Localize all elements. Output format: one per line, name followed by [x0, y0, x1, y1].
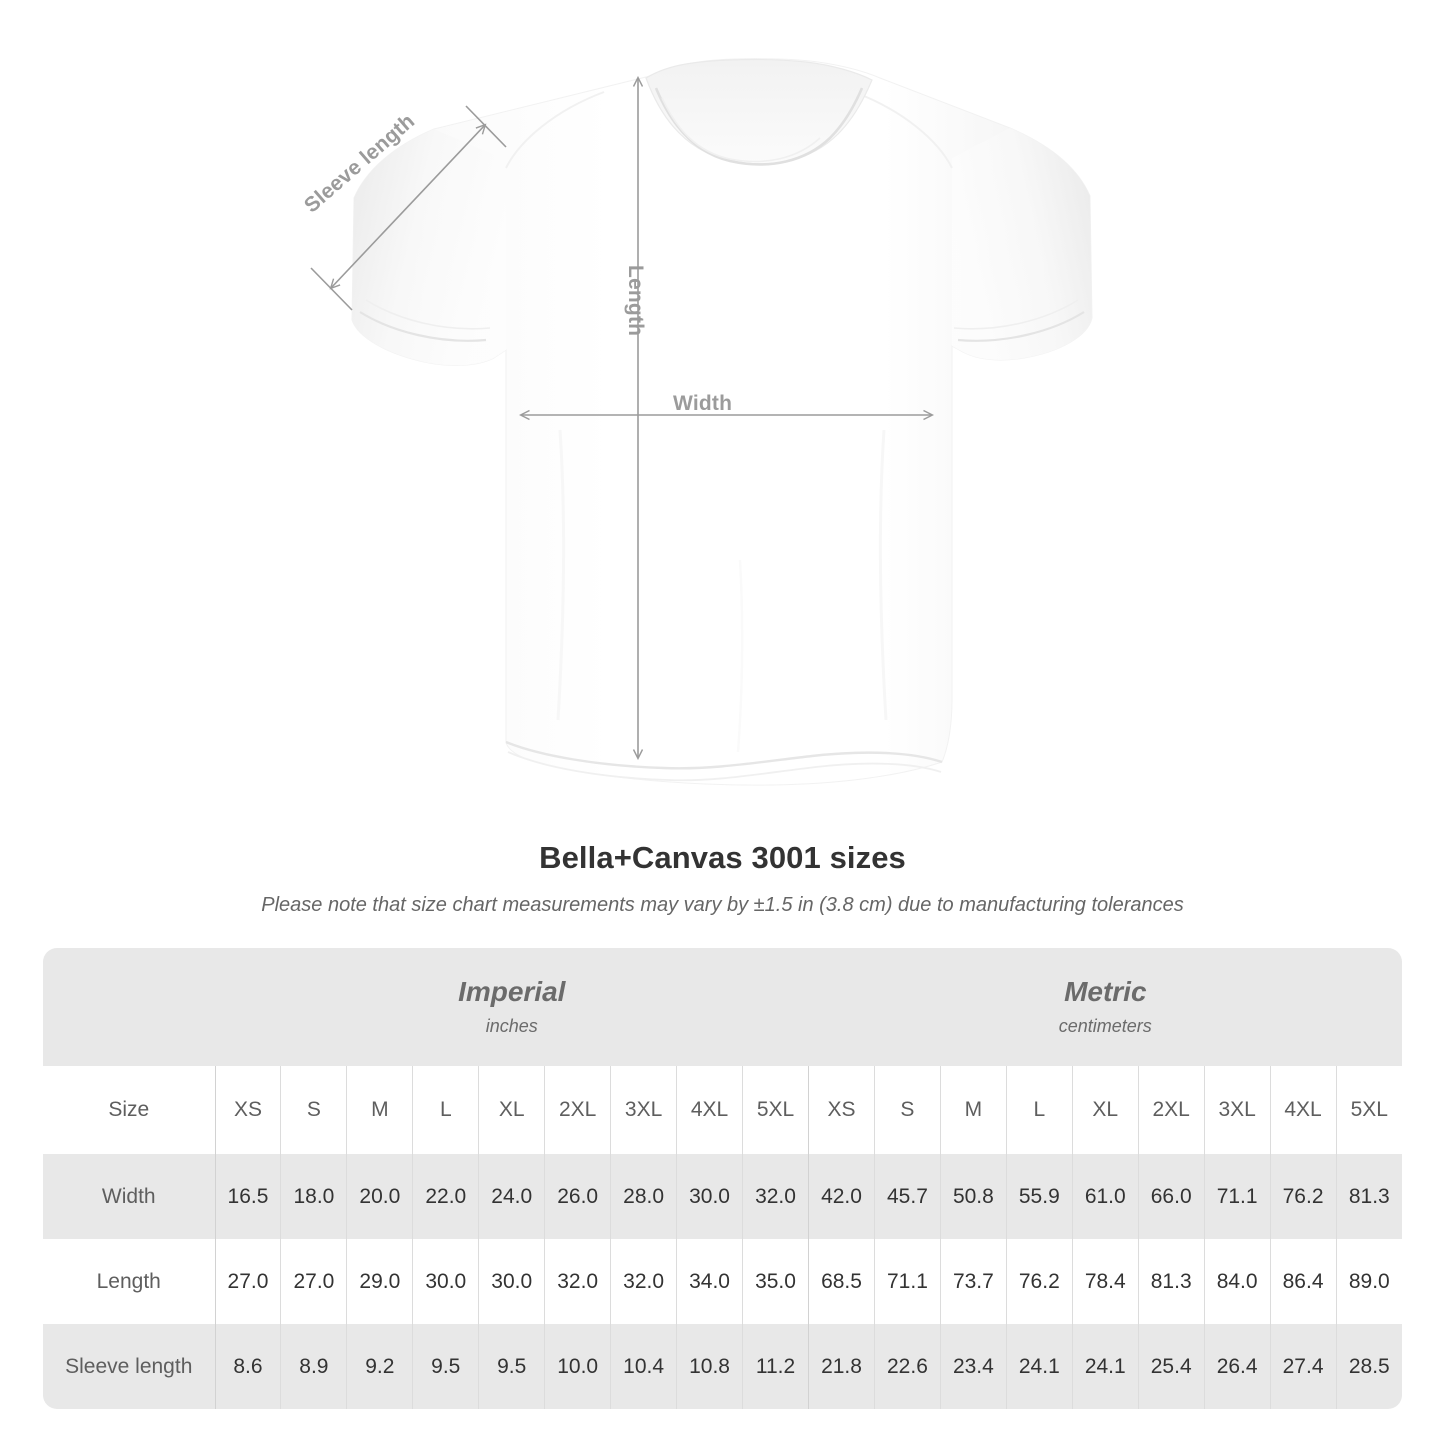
sleeve-length-dimension-arrow [310, 105, 507, 311]
size-header-4xl: 4XL [676, 1066, 743, 1154]
cell-length-metric-3xl: 84.0 [1203, 1239, 1271, 1324]
size-header-xs: XS [808, 1066, 875, 1154]
cell-sleeve-length-imperial-m: 9.2 [346, 1324, 413, 1409]
tshirt-illustration [310, 58, 1093, 786]
cell-sleeve-length-metric-3xl: 26.4 [1203, 1324, 1271, 1409]
cell-sleeve-length-imperial-s: 8.9 [280, 1324, 347, 1409]
cell-width-imperial-3xl: 28.0 [610, 1154, 677, 1239]
cell-sleeve-length-metric-2xl: 25.4 [1137, 1324, 1205, 1409]
size-header-xl: XL [1071, 1066, 1139, 1154]
size-header-l: L [412, 1066, 479, 1154]
tshirt-measurement-diagram: Sleeve length Length Width [300, 58, 1093, 786]
cell-width-metric-l: 55.9 [1005, 1154, 1073, 1239]
size-header-label: Size [43, 1066, 215, 1154]
size-header-m: M [939, 1066, 1007, 1154]
cell-width-metric-3xl: 71.1 [1203, 1154, 1271, 1239]
cell-width-imperial-l: 22.0 [412, 1154, 479, 1239]
cell-sleeve-length-metric-5xl: 28.5 [1335, 1324, 1403, 1409]
cell-length-metric-5xl: 89.0 [1335, 1239, 1403, 1324]
cell-width-imperial-xl: 24.0 [478, 1154, 545, 1239]
unit-banner-spacer [43, 948, 215, 1066]
size-chart-table: Imperial inches Metric centimeters Size XS S M L… [43, 948, 1403, 1409]
cell-width-metric-2xl: 66.0 [1137, 1154, 1205, 1239]
unit-subtitle: inches [485, 1015, 538, 1036]
size-chart-table-container: Imperial inches Metric centimeters Size XS S M L… [43, 948, 1403, 1409]
size-header-xl: XL [478, 1066, 545, 1154]
length-label: Length [624, 265, 647, 337]
cell-sleeve-length-metric-m: 23.4 [939, 1324, 1007, 1409]
cell-width-metric-s: 45.7 [873, 1154, 941, 1239]
cell-width-metric-4xl: 76.2 [1269, 1154, 1337, 1239]
cell-sleeve-length-metric-xl: 24.1 [1071, 1324, 1139, 1409]
size-header-xs: XS [214, 1066, 281, 1154]
cell-width-metric-5xl: 81.3 [1335, 1154, 1403, 1239]
cell-sleeve-length-imperial-4xl: 10.8 [676, 1324, 743, 1409]
cell-width-imperial-2xl: 26.0 [544, 1154, 611, 1239]
cell-length-metric-m: 73.7 [939, 1239, 1007, 1324]
cell-length-imperial-xs: 27.0 [214, 1239, 281, 1324]
cell-length-imperial-4xl: 34.0 [676, 1239, 743, 1324]
cell-sleeve-length-imperial-5xl: 11.2 [741, 1324, 809, 1409]
row-label-sleeve-length: Sleeve length [43, 1324, 215, 1409]
unit-subtitle: centimeters [1058, 1015, 1152, 1036]
row-label-length: Length [43, 1239, 215, 1324]
unit-banner-row: Imperial inches Metric centimeters [43, 948, 1403, 1066]
cell-length-imperial-s: 27.0 [280, 1239, 347, 1324]
unit-banner-imperial: Imperial inches [215, 948, 809, 1066]
cell-width-metric-xl: 61.0 [1071, 1154, 1139, 1239]
size-header-s: S [280, 1066, 347, 1154]
cell-sleeve-length-imperial-l: 9.5 [412, 1324, 479, 1409]
size-header-2xl: 2XL [544, 1066, 611, 1154]
size-chart-heading: Bella+Canvas 3001 sizes Please note that… [0, 840, 1445, 917]
cell-length-imperial-l: 30.0 [412, 1239, 479, 1324]
unit-title: Imperial [458, 976, 566, 1008]
size-header-5xl: 5XL [1335, 1066, 1403, 1154]
cell-sleeve-length-imperial-xs: 8.6 [214, 1324, 281, 1409]
cell-length-metric-xs: 68.5 [808, 1239, 875, 1324]
cell-length-imperial-5xl: 35.0 [741, 1239, 809, 1324]
tolerance-note: Please note that size chart measurements… [261, 894, 1184, 916]
cell-length-imperial-3xl: 32.0 [610, 1239, 677, 1324]
cell-sleeve-length-imperial-3xl: 10.4 [610, 1324, 677, 1409]
size-header-2xl: 2XL [1137, 1066, 1205, 1154]
size-header-m: M [346, 1066, 413, 1154]
size-header-s: S [873, 1066, 941, 1154]
cell-width-metric-xs: 42.0 [808, 1154, 875, 1239]
cell-length-metric-2xl: 81.3 [1137, 1239, 1205, 1324]
cell-length-imperial-m: 29.0 [346, 1239, 413, 1324]
size-header-4xl: 4XL [1269, 1066, 1337, 1154]
width-label: Width [673, 392, 733, 415]
size-header-3xl: 3XL [1203, 1066, 1271, 1154]
unit-banner-metric: Metric centimeters [808, 948, 1403, 1066]
cell-length-metric-l: 76.2 [1005, 1239, 1073, 1324]
cell-width-imperial-m: 20.0 [346, 1154, 413, 1239]
cell-width-imperial-4xl: 30.0 [676, 1154, 743, 1239]
cell-length-metric-4xl: 86.4 [1269, 1239, 1337, 1324]
cell-length-imperial-2xl: 32.0 [544, 1239, 611, 1324]
size-header-3xl: 3XL [610, 1066, 677, 1154]
size-header-row: Size XS S M L XL 2XL 3XL 4XL 5XL XS S M L XL 2XL 3XL 4XL 5… [43, 1066, 1403, 1154]
table-row: Width 16.5 18.0 20.0 22.0 24.0 26.0 28.0 30.0 32.… [43, 1154, 1403, 1239]
cell-length-metric-s: 71.1 [873, 1239, 941, 1324]
cell-sleeve-length-metric-s: 22.6 [873, 1324, 941, 1409]
cell-width-imperial-xs: 16.5 [214, 1154, 281, 1239]
size-header-5xl: 5XL [741, 1066, 809, 1154]
cell-sleeve-length-imperial-xl: 9.5 [478, 1324, 545, 1409]
cell-sleeve-length-imperial-2xl: 10.0 [544, 1324, 611, 1409]
row-label-width: Width [43, 1154, 215, 1239]
cell-width-imperial-5xl: 32.0 [741, 1154, 809, 1239]
page-title: Bella+Canvas 3001 sizes [539, 840, 906, 875]
table-row: Sleeve length 8.6 8.9 9.2 9.5 9.5 10.0 10.4 10.8… [43, 1324, 1403, 1409]
cell-length-metric-xl: 78.4 [1071, 1239, 1139, 1324]
size-header-l: L [1005, 1066, 1073, 1154]
cell-sleeve-length-metric-4xl: 27.4 [1269, 1324, 1337, 1409]
cell-width-metric-m: 50.8 [939, 1154, 1007, 1239]
cell-length-imperial-xl: 30.0 [478, 1239, 545, 1324]
cell-sleeve-length-metric-xs: 21.8 [808, 1324, 875, 1409]
cell-width-imperial-s: 18.0 [280, 1154, 347, 1239]
tshirt-body-shape [351, 58, 1093, 786]
unit-title: Metric [1064, 976, 1147, 1008]
cell-sleeve-length-metric-l: 24.1 [1005, 1324, 1073, 1409]
table-row: Length 27.0 27.0 29.0 30.0 30.0 32.0 32.0 34.0 35… [43, 1239, 1403, 1324]
